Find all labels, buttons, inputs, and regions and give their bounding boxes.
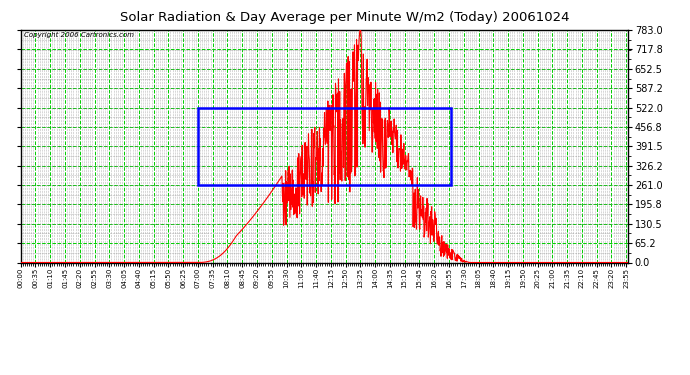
Text: Copyright 2006 Cartronics.com: Copyright 2006 Cartronics.com	[23, 32, 134, 38]
Bar	[198, 108, 451, 185]
Text: Solar Radiation & Day Average per Minute W/m2 (Today) 20061024: Solar Radiation & Day Average per Minute…	[120, 11, 570, 24]
